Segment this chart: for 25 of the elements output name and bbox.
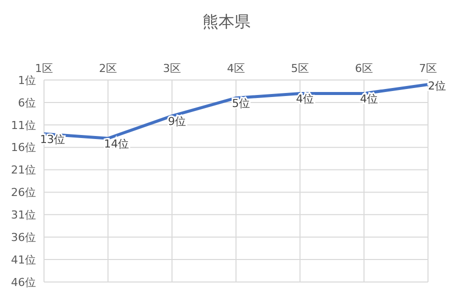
y-tick-label: 16位 [11, 141, 36, 154]
y-tick-label: 31位 [11, 208, 36, 222]
data-label: 4位 [296, 92, 314, 106]
data-label: 2位 [428, 79, 446, 92]
x-tick-label: 7区 [419, 62, 437, 75]
y-tick-label: 26位 [11, 186, 36, 200]
chart-title: 熊本県 [202, 12, 252, 33]
y-tick-label: 11位 [11, 118, 36, 132]
y-tick-label: 1位 [18, 74, 36, 87]
data-label: 13位 [40, 132, 65, 146]
x-tick-label: 2区 [99, 62, 117, 75]
x-tick-label: 5区 [291, 62, 309, 75]
x-tick-label: 6区 [355, 62, 373, 75]
y-tick-label: 46位 [11, 276, 36, 289]
data-label: 5位 [232, 96, 250, 110]
data-label: 14位 [104, 137, 129, 150]
y-tick-label: 36位 [11, 231, 36, 244]
y-tick-label: 21位 [11, 164, 36, 177]
y-tick-label: 6位 [18, 96, 36, 110]
data-label: 4位 [360, 92, 378, 106]
x-tick-label: 3区 [163, 62, 181, 75]
y-tick-label: 41位 [11, 253, 36, 266]
x-tick-label: 1区 [35, 62, 53, 75]
data-label: 9位 [168, 114, 186, 128]
x-tick-label: 4区 [227, 62, 245, 75]
